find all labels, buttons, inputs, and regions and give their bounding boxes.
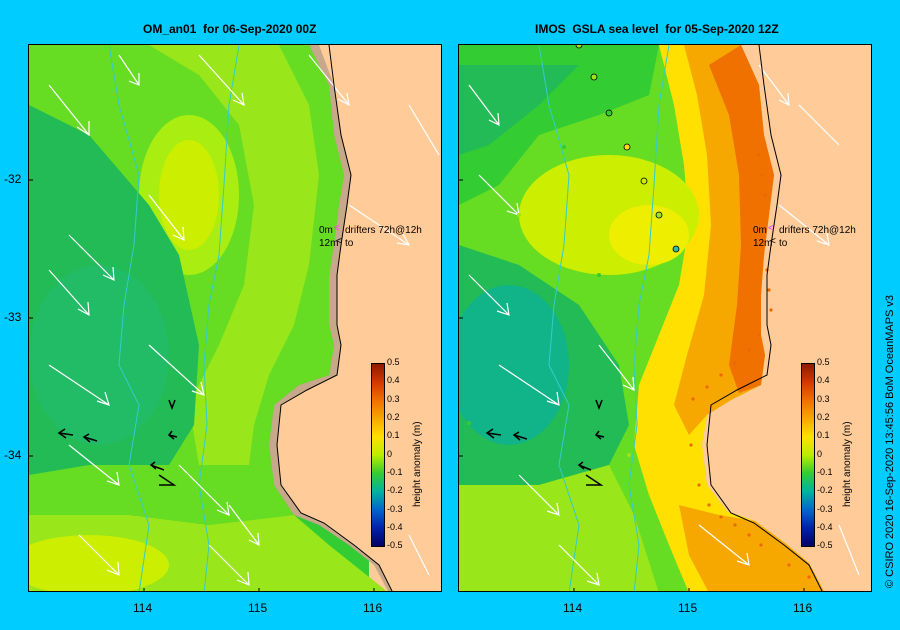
grid-ticks [459, 179, 805, 591]
right-colorbar [801, 363, 815, 547]
right-map-panel: 0m < drifters 72h@12h 12m < to 0.5 0.4 0… [458, 44, 872, 592]
legend-drifters-label: drifters 72h@12h [779, 225, 856, 236]
left-map-panel: 0m < drifters 72h@12h 12m < to 0.5 0.4 0… [28, 44, 442, 592]
left-colorbar [371, 363, 385, 547]
colorbar-title: height anomaly (m) [412, 421, 423, 507]
legend-depth-0m: 0m [319, 225, 333, 236]
drifter-12m-arrow-icon: < [770, 236, 776, 247]
drifter-tracks [485, 399, 605, 486]
surface-drifter-arrow-icon: < [768, 223, 774, 234]
cbar-label: 0.2 [387, 412, 400, 422]
cbar-label: 0.1 [817, 430, 830, 440]
legend-depth-12m: 12m [319, 238, 339, 249]
cbar-label: -0.5 [817, 540, 833, 550]
cbar-label: 0 [817, 449, 823, 459]
cbar-label: -0.3 [387, 504, 403, 514]
cbar-label: -0.4 [817, 522, 833, 532]
lon-tick-label: 115 [248, 601, 268, 615]
left-map-canvas [29, 45, 441, 591]
right-panel-title: IMOS GSLA sea level for 05-Sep-2020 12Z [535, 22, 779, 36]
lon-tick-label: 114 [133, 601, 153, 615]
cbar-label: 0.3 [817, 394, 830, 404]
left-panel-title: OM_an01 for 06-Sep-2020 00Z [143, 22, 317, 36]
cbar-label: 0.1 [387, 430, 400, 440]
legend-drifters-label: drifters 72h@12h [345, 225, 422, 236]
cbar-label: -0.3 [817, 504, 833, 514]
legend-to-label: to [345, 238, 354, 249]
cbar-label: -0.1 [387, 467, 403, 477]
current-vectors [48, 54, 440, 586]
lat-tick-label: -34 [4, 448, 22, 462]
cbar-label: 0.5 [387, 357, 400, 367]
surface-drifter-arrow-icon: < [334, 223, 340, 234]
cbar-label: 0.2 [817, 412, 830, 422]
lon-tick-label: 115 [678, 601, 698, 615]
lon-tick-label: 116 [363, 601, 383, 615]
altimeter-observation-dots [467, 45, 811, 579]
drifter-12m-arrow-icon: < [336, 236, 342, 247]
cbar-label: 0.4 [387, 375, 400, 385]
drifter-tracks [57, 399, 178, 486]
lat-tick-label: -32 [4, 172, 22, 186]
right-map-canvas [459, 45, 871, 591]
cbar-label: -0.2 [817, 485, 833, 495]
grid-ticks [29, 179, 375, 591]
legend-depth-12m: 12m [753, 238, 773, 249]
lat-tick-label: -33 [4, 310, 22, 324]
cbar-label: -0.2 [387, 485, 403, 495]
cbar-label: 0.3 [387, 394, 400, 404]
cbar-label: 0.4 [817, 375, 830, 385]
cbar-label: 0 [387, 449, 393, 459]
lon-tick-label: 116 [793, 601, 813, 615]
current-vectors [468, 64, 860, 586]
lon-tick-label: 114 [563, 601, 583, 615]
cbar-label: -0.5 [387, 540, 403, 550]
colorbar-title: height anomaly (m) [842, 421, 853, 507]
cbar-label: 0.5 [817, 357, 830, 367]
cbar-label: -0.1 [817, 467, 833, 477]
credit-line: © CSIRO 2020 16-Sep-2020 13:45:56 BoM Oc… [884, 294, 896, 588]
cbar-label: -0.4 [387, 522, 403, 532]
legend-depth-0m: 0m [753, 225, 767, 236]
legend-to-label: to [779, 238, 788, 249]
